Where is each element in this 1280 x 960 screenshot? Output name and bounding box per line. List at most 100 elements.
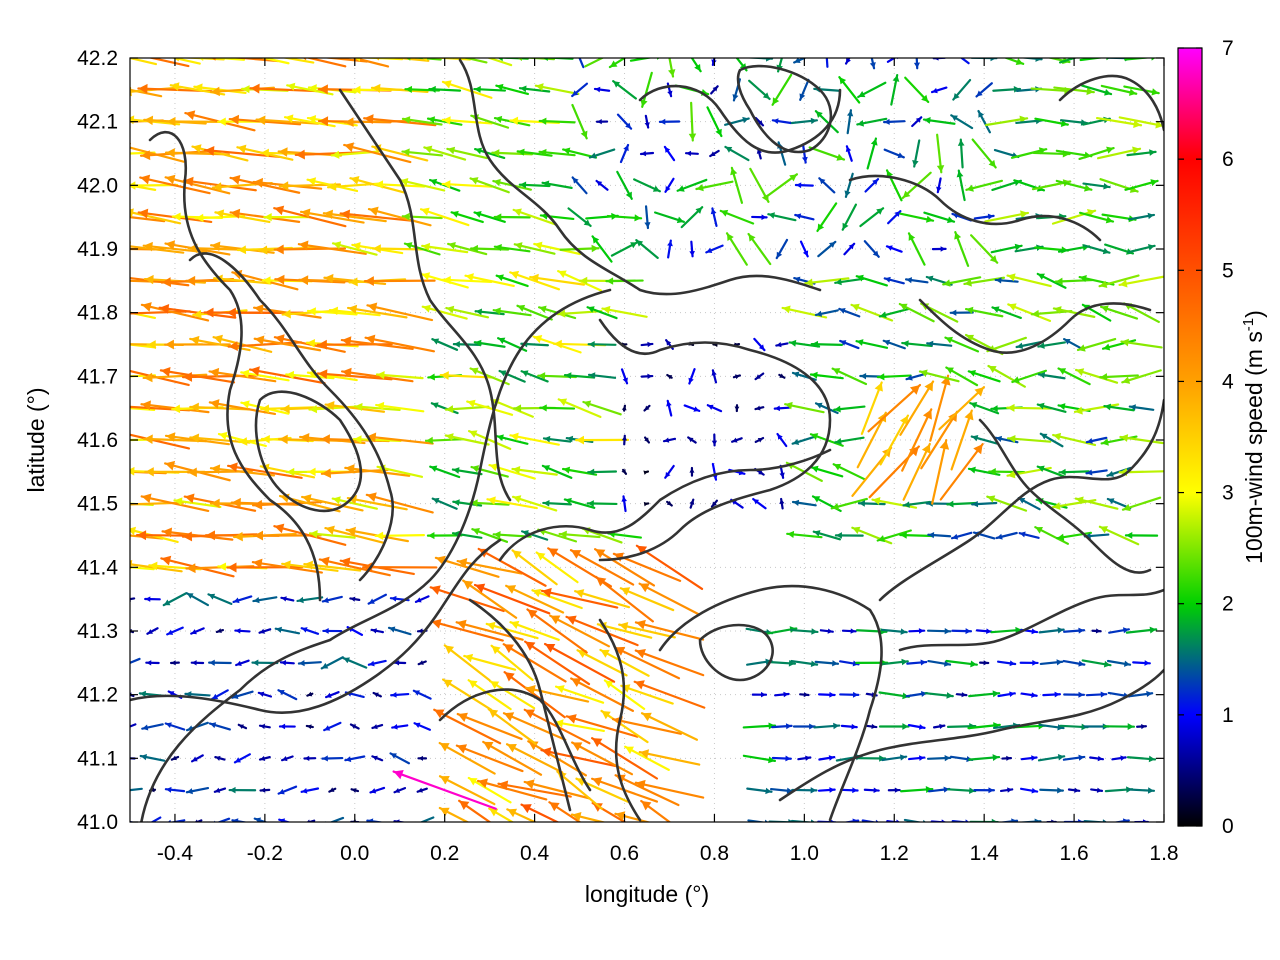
wind-vector	[130, 310, 191, 315]
wind-vector	[492, 307, 532, 317]
wind-vector	[251, 499, 323, 510]
wind-vector	[911, 116, 923, 128]
wind-vector	[429, 465, 461, 479]
wind-vector	[809, 371, 844, 380]
wind-vector	[984, 210, 1030, 223]
wind-vector	[1085, 691, 1108, 698]
wind-vector	[881, 754, 908, 762]
colorbar-label-main: 100m-wind speed (m s	[1241, 331, 1267, 564]
contour-line	[498, 448, 832, 562]
wind-vector	[930, 86, 948, 94]
wind-vector	[1031, 179, 1072, 191]
wind-vector	[497, 780, 572, 798]
wind-vector	[1020, 755, 1038, 761]
x-axis-label: longitude (°)	[585, 881, 709, 907]
wind-vector	[621, 468, 628, 475]
wind-vector	[466, 399, 514, 416]
wind-vector	[883, 148, 905, 159]
colorbar-tick-label: 6	[1222, 148, 1234, 171]
wind-vector	[633, 178, 661, 193]
wind-vector	[531, 588, 583, 610]
wind-vector	[950, 409, 974, 471]
wind-vector	[574, 589, 631, 609]
wind-vector	[639, 150, 655, 157]
wind-vector	[296, 596, 324, 604]
wind-vector	[371, 755, 384, 762]
wind-vector	[1063, 627, 1086, 634]
wind-vector	[1125, 626, 1158, 634]
wind-vector	[747, 232, 772, 266]
wind-vector	[513, 242, 556, 255]
wind-vector	[732, 374, 742, 380]
wind-vector	[498, 369, 526, 383]
wind-vector	[1099, 305, 1139, 320]
wind-vector	[170, 755, 180, 761]
wind-vector	[502, 712, 567, 741]
wind-vector	[834, 532, 864, 539]
wind-vector	[908, 628, 926, 634]
wind-vector	[587, 341, 617, 348]
wind-vector	[683, 404, 701, 412]
y-tick-label: 41.4	[77, 556, 118, 579]
wind-vector	[428, 178, 461, 192]
wind-vector	[838, 76, 861, 104]
wind-vector	[817, 240, 837, 258]
wind-vector	[968, 690, 1001, 698]
wind-vector	[868, 445, 920, 499]
wind-vector	[1081, 659, 1112, 668]
wind-vector	[640, 373, 654, 379]
contour-line	[736, 64, 833, 154]
wind-vector	[633, 680, 706, 709]
wind-vector	[306, 307, 358, 316]
wind-vector	[140, 493, 210, 513]
wind-vector	[340, 367, 414, 383]
wind-vector	[584, 58, 605, 68]
y-tick-label: 42.0	[77, 174, 118, 197]
wind-vector	[790, 628, 819, 635]
wind-vector	[725, 232, 748, 266]
wind-vector	[563, 497, 596, 509]
wind-vector	[904, 277, 929, 284]
wind-vector	[1100, 84, 1138, 96]
wind-vector	[814, 309, 839, 317]
wind-vector	[343, 142, 412, 164]
wind-vector	[401, 148, 444, 157]
wind-vector	[1037, 754, 1066, 762]
wind-vector	[804, 277, 850, 287]
wind-vector	[1062, 659, 1086, 667]
wind-vector	[1073, 403, 1120, 415]
wind-vector	[1124, 58, 1156, 61]
wind-vector	[476, 778, 548, 801]
wind-vector	[146, 627, 159, 635]
wind-vector	[185, 592, 210, 607]
wind-vector	[306, 691, 314, 697]
wind-vector	[878, 307, 910, 319]
wind-vector	[695, 180, 734, 192]
wind-vector	[258, 723, 271, 730]
wind-vector	[995, 531, 1018, 540]
wind-vector	[752, 497, 767, 510]
colorbar-ticks: 0 1 2 3 4 5 6 7	[1178, 37, 1234, 838]
wind-vector	[451, 467, 483, 476]
wind-vector	[443, 644, 491, 682]
wind-vector	[569, 549, 635, 586]
colorbar-tick-label: 4	[1222, 370, 1234, 393]
wind-vector	[988, 468, 1026, 476]
wind-vector	[571, 82, 589, 98]
wind-vector	[831, 367, 868, 386]
wind-vector	[614, 811, 652, 822]
wind-vector	[509, 432, 560, 446]
wind-vector	[748, 79, 771, 101]
colorbar-tick-label: 2	[1222, 593, 1234, 616]
wind-vector	[730, 166, 744, 204]
wind-vector	[1057, 367, 1091, 386]
x-tick-label: -0.2	[247, 842, 283, 865]
wind-vector	[372, 691, 382, 698]
wind-vector	[987, 364, 1026, 388]
wind-vector	[819, 628, 834, 634]
wind-vector	[724, 145, 750, 162]
wind-vector	[587, 468, 618, 476]
wind-vector	[620, 368, 629, 385]
wind-vector	[1121, 496, 1162, 512]
colorbar-label-close: )	[1241, 310, 1267, 318]
